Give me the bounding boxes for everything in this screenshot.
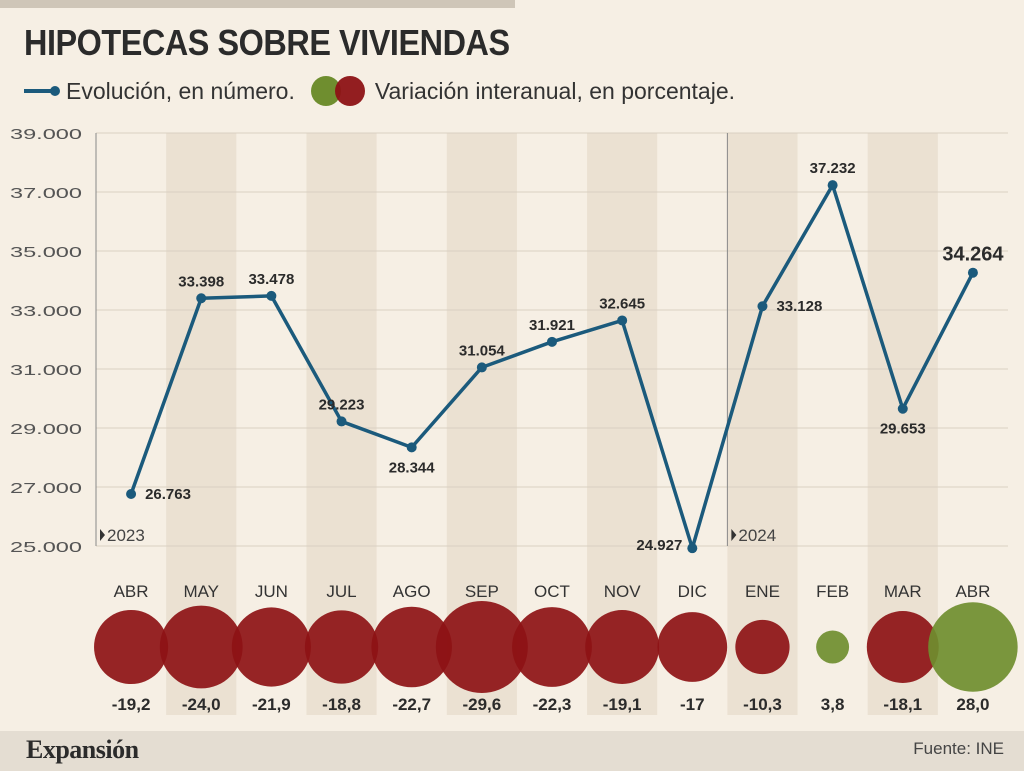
line-point	[406, 442, 417, 453]
variation-bubble	[159, 605, 243, 689]
y-tick-label: 37.000	[10, 185, 82, 202]
legend-circles-icon	[310, 76, 367, 106]
line-series-path	[129, 183, 975, 550]
month-label: ABR	[114, 582, 149, 601]
line-point	[967, 267, 978, 278]
variation-bubble	[231, 607, 311, 687]
point-value-label: 29.653	[880, 421, 926, 438]
month-label: ABR	[955, 582, 990, 601]
y-tick-label: 33.000	[10, 303, 82, 320]
variation-label: 28,0	[956, 695, 989, 714]
variation-bubble	[735, 619, 790, 675]
variation-label: -19,2	[112, 695, 151, 714]
variation-label: -29,6	[462, 695, 501, 714]
y-tick-label: 29.000	[10, 421, 82, 438]
variation-bubble	[435, 601, 528, 693]
chart-title: HIPOTECAS SOBRE VIVIENDAS	[24, 22, 510, 63]
year-marker-arrow	[100, 529, 105, 541]
source-note: Fuente: INE	[913, 739, 1004, 758]
variation-bubble	[585, 610, 660, 684]
line-point	[476, 362, 487, 373]
point-value-label: 24.927	[636, 537, 682, 554]
year-label: 2024	[738, 526, 776, 545]
variation-bubble	[866, 611, 939, 683]
month-label: AGO	[393, 582, 431, 601]
variation-bubble	[371, 606, 452, 688]
year-label: 2023	[107, 526, 145, 545]
y-tick-label: 31.000	[10, 362, 82, 379]
month-label: NOV	[604, 582, 642, 601]
line-point	[266, 290, 277, 301]
variation-label: -21,9	[252, 695, 291, 714]
chart-area: 25.000 27.000 29.000 31.000 33.000 35.000 37.0…	[10, 126, 1018, 715]
year-marker-arrow	[731, 529, 737, 541]
y-tick-label: 39.000	[10, 126, 82, 143]
variation-bubble	[512, 607, 592, 687]
line-point	[687, 543, 698, 554]
variation-label: -17	[680, 695, 705, 714]
variation-bubble	[94, 609, 169, 685]
point-value-label: 26.763	[145, 486, 191, 503]
column-band	[727, 133, 798, 715]
month-label: FEB	[816, 582, 849, 601]
month-label: OCT	[534, 582, 570, 601]
footer-bar	[0, 731, 1024, 771]
point-value-label: 31.921	[529, 317, 575, 334]
month-label: JUL	[326, 582, 356, 601]
variation-label: -24,0	[182, 695, 221, 714]
line-point	[757, 301, 768, 312]
legend-line-label: Evolución, en número.	[66, 77, 295, 104]
variation-bubble	[657, 612, 728, 682]
line-point	[336, 416, 347, 427]
y-tick-label: 27.000	[10, 480, 82, 497]
month-label: DIC	[678, 582, 707, 601]
point-value-label: 33.398	[178, 273, 224, 290]
line-point	[827, 180, 838, 191]
month-label: JUN	[255, 582, 288, 601]
line-point	[196, 293, 207, 304]
variation-label: 3,8	[821, 695, 845, 714]
point-value-label: 34.264	[942, 244, 1004, 266]
variation-label: -22,7	[392, 695, 431, 714]
point-value-label: 29.223	[319, 396, 365, 413]
point-value-label: 37.232	[810, 160, 856, 177]
point-value-label: 28.344	[389, 459, 436, 476]
month-label: ENE	[745, 582, 780, 601]
variation-label: -10,3	[743, 695, 782, 714]
variation-bubble	[816, 630, 850, 664]
month-label: SEP	[465, 582, 499, 601]
variation-bubble	[928, 602, 1018, 692]
point-value-label: 31.054	[459, 342, 506, 359]
legend: Evolución, en número. Variación interanu…	[24, 74, 735, 108]
variation-bubble	[304, 610, 379, 684]
variation-label: -18,8	[322, 695, 361, 714]
variation-label: -19,1	[603, 695, 642, 714]
line-point	[126, 488, 137, 499]
top-accent-bar	[0, 0, 515, 8]
variation-label: -18,1	[883, 695, 922, 714]
point-value-label: 32.645	[599, 295, 645, 312]
line-point	[617, 315, 628, 326]
y-tick-label: 35.000	[10, 244, 82, 261]
legend-circle-label: Variación interanual, en porcentaje.	[374, 77, 735, 104]
y-tick-label: 25.000	[10, 539, 82, 556]
point-value-label: 33.478	[248, 271, 294, 288]
line-point	[897, 403, 908, 414]
variation-label: -22,3	[533, 695, 572, 714]
point-value-label: 33.128	[776, 298, 822, 315]
month-label: MAR	[884, 582, 922, 601]
line-point	[547, 336, 557, 347]
brand-logo: Expansión	[26, 735, 139, 764]
legend-line-icon	[24, 86, 60, 96]
month-label: MAY	[183, 582, 219, 601]
